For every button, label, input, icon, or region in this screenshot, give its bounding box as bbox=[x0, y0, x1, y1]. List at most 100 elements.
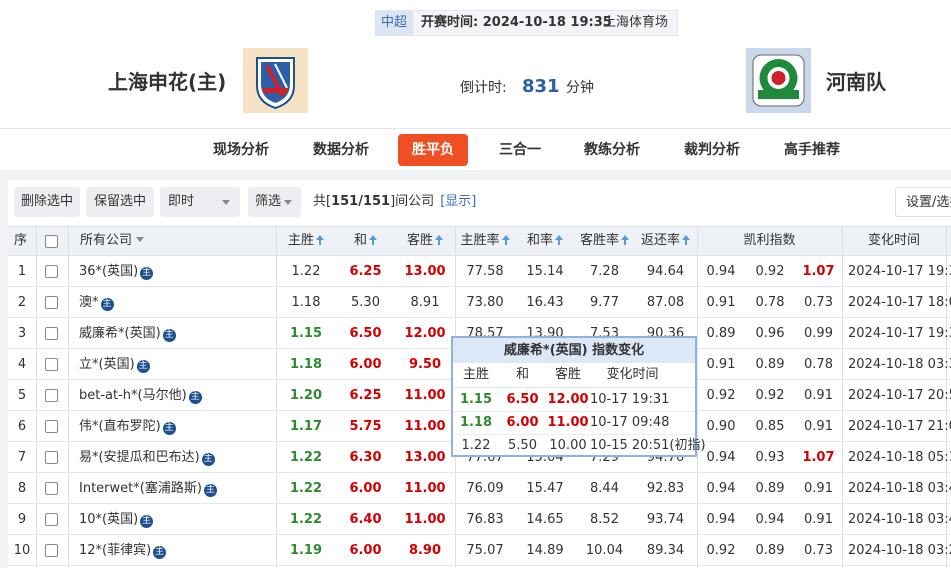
filter[interactable]: 筛选 bbox=[248, 187, 301, 217]
odds: 1.22 bbox=[291, 264, 321, 279]
popup-odds: 12.00 bbox=[547, 392, 589, 407]
row-checkbox[interactable] bbox=[45, 389, 58, 402]
odds: 5.75 bbox=[349, 419, 382, 434]
rate: 87.08 bbox=[646, 295, 685, 310]
kelly: 0.92 bbox=[706, 388, 736, 403]
odds: 1.19 bbox=[289, 543, 323, 558]
row-checkbox[interactable] bbox=[45, 420, 58, 433]
home-badge: 主 bbox=[100, 298, 114, 311]
sort-icon bbox=[501, 235, 510, 245]
button[interactable]: 保留选中 bbox=[86, 187, 154, 217]
kelly: 0.89 bbox=[755, 543, 785, 558]
countdown: 831 bbox=[522, 76, 560, 97]
count-prefix: 共[ bbox=[313, 194, 332, 209]
kickoff: 开赛时间: 2024-10-18 19:35 bbox=[421, 15, 612, 30]
popup-time: 10-17 09:48 bbox=[590, 415, 670, 430]
row-checkbox[interactable] bbox=[45, 482, 58, 495]
column-header: 主胜 bbox=[276, 226, 336, 256]
company-name: 威廉希*(英国) bbox=[79, 326, 161, 341]
kelly: 0.91 bbox=[804, 481, 833, 496]
company: 立*(英国) 主 bbox=[79, 349, 150, 380]
odds: 1.22 bbox=[289, 450, 323, 465]
kelly: 0.94 bbox=[706, 512, 736, 527]
select-arrow bbox=[222, 200, 230, 205]
row-checkbox[interactable] bbox=[45, 265, 58, 278]
header-checkbox[interactable] bbox=[45, 235, 58, 248]
filter-arrow bbox=[284, 200, 292, 205]
rate: 94.64 bbox=[646, 264, 685, 279]
popup-time: 10-15 20:51(初指) bbox=[590, 438, 706, 453]
column-header: 客胜 bbox=[395, 226, 455, 256]
company: Interwet*(塞浦路斯) 主 bbox=[79, 473, 217, 504]
row-checkbox[interactable] bbox=[45, 544, 58, 557]
odds: 12.00 bbox=[404, 326, 446, 341]
odds: 6.00 bbox=[349, 357, 382, 372]
odds: 5.30 bbox=[351, 295, 380, 310]
nav-tab[interactable]: 数据分析 bbox=[313, 142, 369, 158]
popup-odds: 11.00 bbox=[547, 415, 589, 430]
column-divider bbox=[68, 226, 69, 568]
nav-tab[interactable]: 教练分析 bbox=[584, 142, 640, 158]
odds: 6.25 bbox=[349, 388, 382, 403]
row-line bbox=[8, 472, 951, 473]
popup-header: 和 bbox=[515, 367, 529, 382]
row-checkbox[interactable] bbox=[45, 296, 58, 309]
kelly: 0.91 bbox=[804, 388, 833, 403]
company-name: 易*(安提瓜和巴布达) bbox=[79, 450, 200, 465]
rate: 93.74 bbox=[646, 512, 685, 527]
popup-title: 威廉希*(英国) 指数变化 bbox=[453, 338, 695, 363]
company-name: 12*(菲律宾) bbox=[79, 543, 152, 558]
column-header: 和 bbox=[336, 226, 395, 256]
rate: 75.07 bbox=[466, 543, 504, 558]
odds: 6.30 bbox=[349, 450, 382, 465]
row-checkbox[interactable] bbox=[45, 513, 58, 526]
odds: 1.18 bbox=[291, 295, 321, 310]
row-checkbox[interactable] bbox=[45, 451, 58, 464]
rate: 16.43 bbox=[526, 295, 564, 310]
column-divider bbox=[276, 226, 277, 568]
header-label: 主胜 bbox=[287, 233, 314, 248]
nav-tab[interactable]: 现场分析 bbox=[213, 142, 269, 158]
kelly: 0.89 bbox=[755, 481, 785, 496]
kelly: 0.90 bbox=[706, 419, 736, 434]
venue: 上海体育场 bbox=[603, 15, 669, 30]
change-time: 2024-10-18 03:42 bbox=[848, 512, 951, 527]
away-team: 河南队 bbox=[826, 70, 886, 94]
nav-tab[interactable]: 高手推荐 bbox=[784, 142, 840, 158]
sort-icon bbox=[136, 237, 145, 242]
odds-popup: 威廉希*(英国) 指数变化 主胜 和 客胜 变化时间 1.15 6.50 12.00 10-17… bbox=[451, 336, 706, 457]
rate: 92.83 bbox=[646, 481, 685, 496]
company-name: 36*(英国) bbox=[79, 264, 139, 279]
kelly: 0.93 bbox=[755, 450, 785, 465]
popup-odds: 5.50 bbox=[508, 438, 537, 453]
count-suffix: ]间公司 bbox=[390, 194, 435, 209]
odds: 13.00 bbox=[404, 450, 446, 465]
row-no: 8 bbox=[17, 481, 27, 496]
column-header: 凯利指数 bbox=[697, 226, 842, 256]
column-divider bbox=[36, 226, 37, 568]
row-checkbox[interactable] bbox=[45, 327, 58, 340]
company-name: 澳* bbox=[79, 295, 99, 310]
header-label: 凯利指数 bbox=[743, 233, 796, 248]
nav-tab[interactable]: 裁判分析 bbox=[684, 142, 740, 158]
nav-tab[interactable]: 三合一 bbox=[499, 142, 541, 158]
rate: 76.09 bbox=[466, 481, 504, 496]
kelly: 1.07 bbox=[802, 264, 835, 279]
column-divider bbox=[946, 226, 947, 568]
nav-tab[interactable]: 胜平负 bbox=[398, 134, 468, 166]
settings-button[interactable]: 设置/选择 bbox=[895, 187, 951, 217]
popup-odds: 1.22 bbox=[461, 438, 491, 453]
company-name: 伟*(直布罗陀) bbox=[79, 419, 161, 434]
kelly: 0.96 bbox=[755, 326, 785, 341]
change-time: 2024-10-18 05:17 bbox=[848, 450, 951, 465]
rate: 73.80 bbox=[466, 295, 504, 310]
popup-line bbox=[453, 387, 695, 388]
row-line bbox=[8, 534, 951, 535]
row-checkbox[interactable] bbox=[45, 358, 58, 371]
row-no: 6 bbox=[17, 419, 27, 434]
button[interactable]: 删除选中 bbox=[14, 187, 80, 217]
row-no: 1 bbox=[17, 264, 27, 279]
company: 10*(英国) 主 bbox=[79, 504, 154, 535]
show-link[interactable]: [显示] bbox=[440, 194, 477, 209]
odds: 6.50 bbox=[349, 326, 382, 341]
